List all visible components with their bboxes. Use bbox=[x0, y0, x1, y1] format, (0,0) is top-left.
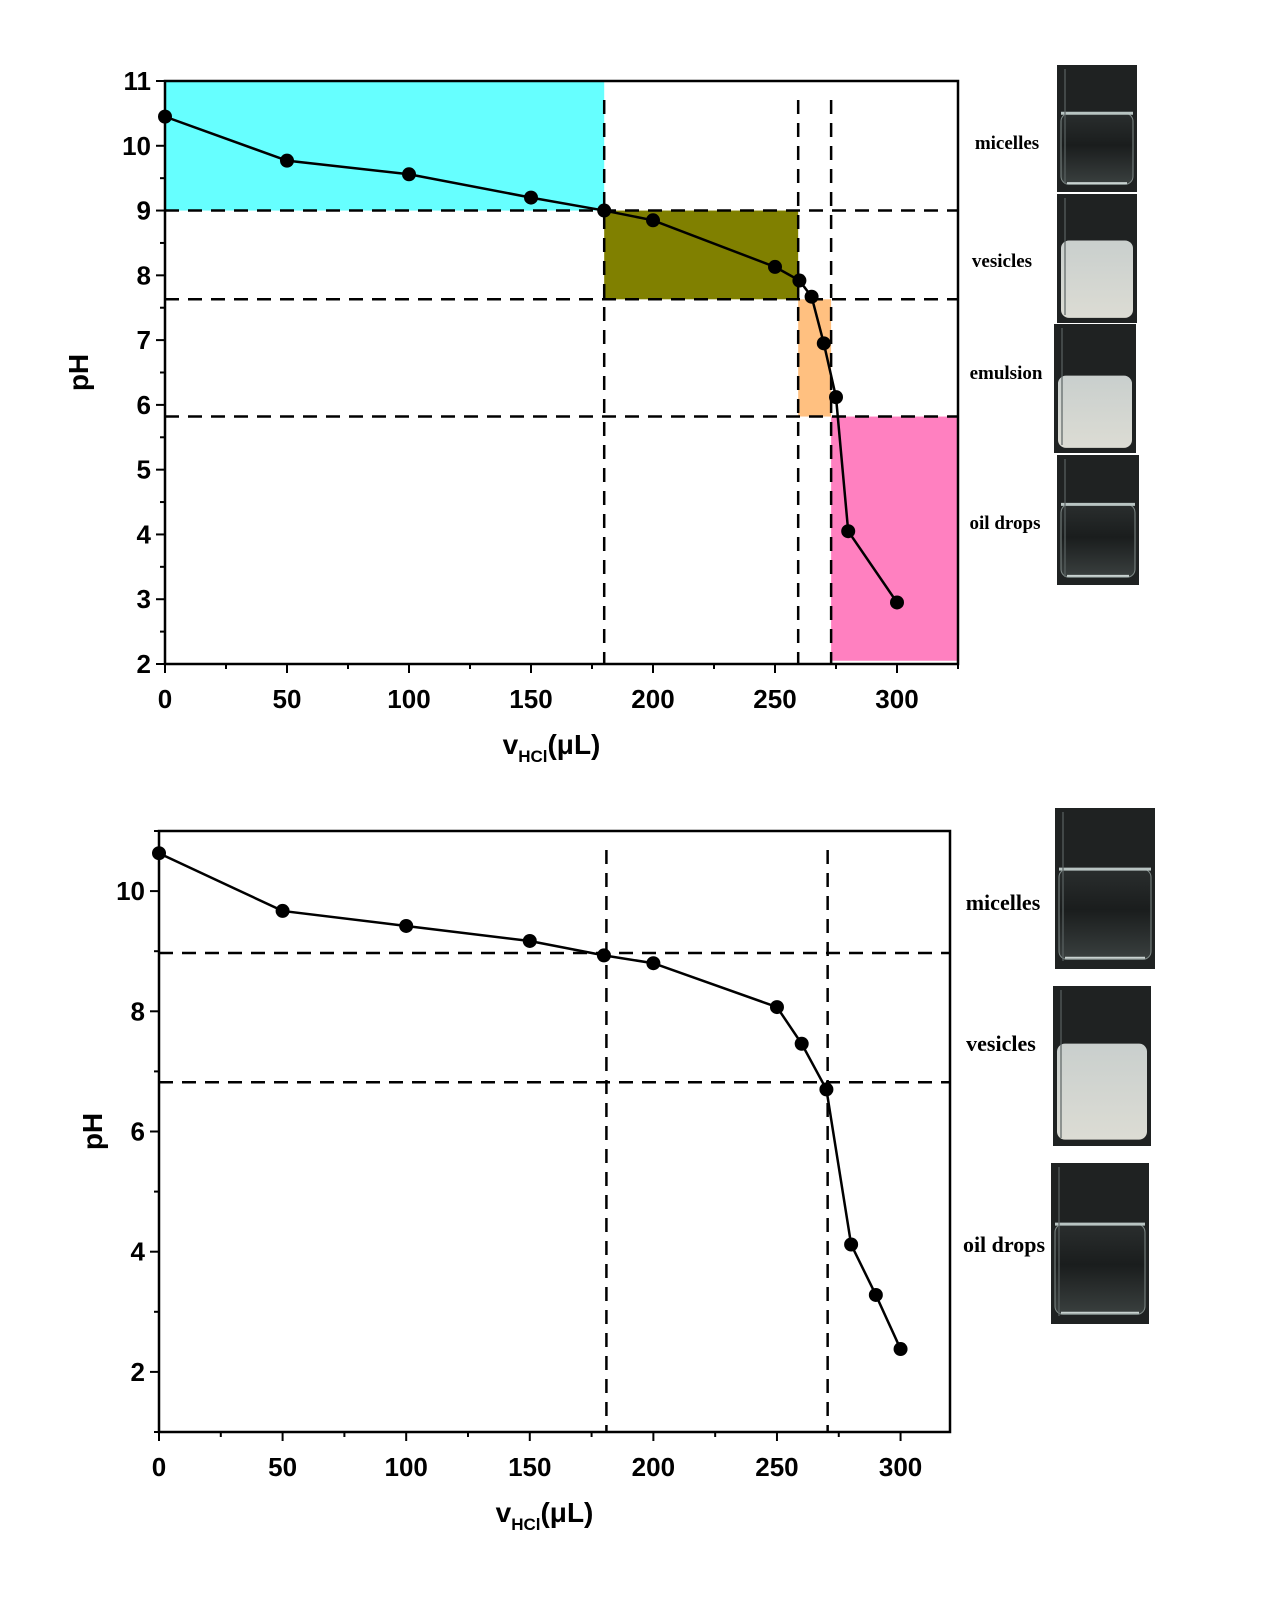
x-tick-label: 0 bbox=[152, 1452, 166, 1482]
x-axis-label-unit: (μL) bbox=[540, 1497, 593, 1528]
y-axis-label: pH bbox=[77, 1113, 108, 1150]
data-point bbox=[792, 273, 807, 288]
vial-liquid bbox=[1061, 240, 1133, 318]
data-point bbox=[399, 918, 414, 933]
x-tick-label: 250 bbox=[755, 1452, 798, 1482]
y-tick-label: 7 bbox=[137, 325, 151, 355]
vial-photo-micelles bbox=[1057, 65, 1137, 192]
x-tick-label: 100 bbox=[384, 1452, 427, 1482]
data-point bbox=[829, 390, 843, 405]
y-tick-label: 6 bbox=[137, 390, 151, 420]
y-tick-label: 2 bbox=[137, 649, 151, 679]
y-tick-label: 6 bbox=[131, 1117, 145, 1147]
data-point bbox=[816, 336, 831, 351]
data-point bbox=[524, 190, 538, 205]
y-tick-label: 5 bbox=[137, 455, 151, 485]
vial-photo-emulsion bbox=[1054, 324, 1136, 453]
x-axis-label-main: v bbox=[496, 1497, 512, 1528]
y-tick-label: 10 bbox=[116, 876, 145, 906]
x-axis-label: vHCl(μL) bbox=[496, 1497, 594, 1534]
chart-top: 0 50 100 150 200 250 300 2 3 4 5 6 7 8 9 10 11 vHCl(μL) pH… bbox=[63, 65, 1139, 766]
x-axis-label-subscript: HCl bbox=[518, 747, 547, 766]
vial-photo-vesicles bbox=[1053, 986, 1151, 1146]
y-tick-label: 8 bbox=[131, 996, 145, 1026]
y-tick-label: 11 bbox=[124, 66, 152, 96]
data-point bbox=[275, 903, 290, 918]
vial-liquid bbox=[1058, 375, 1132, 448]
vial-liquid bbox=[1060, 503, 1136, 578]
x-tick-label: 300 bbox=[879, 1452, 922, 1482]
data-point bbox=[522, 933, 537, 948]
phase-label: vesicles bbox=[972, 251, 1032, 272]
y-tick-label: 4 bbox=[131, 1237, 146, 1267]
x-tick-label: 100 bbox=[387, 684, 430, 714]
plot-frame bbox=[157, 829, 952, 1434]
data-point bbox=[890, 595, 904, 610]
data-point bbox=[152, 846, 166, 861]
x-axis-label-main: v bbox=[503, 729, 519, 760]
data-point bbox=[402, 167, 416, 182]
data-point bbox=[646, 213, 660, 228]
vial-photo-micelles bbox=[1055, 808, 1155, 969]
phase-label: vesicles bbox=[966, 1031, 1036, 1056]
y-tick-label: 9 bbox=[137, 196, 151, 226]
data-point bbox=[646, 956, 661, 971]
y-tick-label: 10 bbox=[122, 131, 151, 161]
y-tick-label: 8 bbox=[137, 260, 151, 290]
region-vesicles bbox=[604, 210, 799, 300]
series-line bbox=[158, 852, 902, 1350]
region-oil-drops bbox=[831, 416, 958, 661]
vial-photo-oil-drops bbox=[1051, 1163, 1149, 1324]
x-tick-label: 50 bbox=[268, 1452, 297, 1482]
vial-liquid bbox=[1058, 868, 1152, 960]
phase-label: micelles bbox=[966, 890, 1041, 915]
phase-label: micelles bbox=[975, 133, 1039, 154]
region-emulsion bbox=[798, 299, 832, 417]
data-point bbox=[794, 1036, 809, 1051]
x-tick-label: 150 bbox=[509, 684, 552, 714]
x-tick-label: 150 bbox=[508, 1452, 551, 1482]
x-tick-label: 0 bbox=[158, 684, 172, 714]
data-point bbox=[769, 1000, 784, 1015]
chart-bottom: 0 50 100 150 200 250 300 2 4 6 8 10 vHCl(μL) pH micell… bbox=[77, 808, 1155, 1534]
x-tick-label: 300 bbox=[875, 684, 918, 714]
data-point bbox=[844, 1237, 859, 1252]
phase-label: oil drops bbox=[970, 513, 1041, 534]
vial-liquid bbox=[1060, 112, 1134, 185]
data-point bbox=[893, 1342, 908, 1357]
x-tick-label: 250 bbox=[753, 684, 796, 714]
vial-photo-oil-drops bbox=[1057, 455, 1139, 585]
data-point bbox=[597, 203, 612, 218]
y-tick-label: 3 bbox=[137, 584, 151, 614]
vial-photo-vesicles bbox=[1057, 194, 1137, 323]
x-axis-label-subscript: HCl bbox=[511, 1515, 540, 1534]
vial-liquid bbox=[1057, 1043, 1147, 1140]
x-tick-label: 200 bbox=[632, 1452, 675, 1482]
vial-liquid bbox=[1054, 1223, 1146, 1315]
y-tick-label: 2 bbox=[131, 1357, 145, 1387]
data-point bbox=[280, 153, 294, 168]
phase-label: oil drops bbox=[963, 1232, 1046, 1257]
phase-label: emulsion bbox=[970, 363, 1043, 384]
x-tick-label: 200 bbox=[631, 684, 674, 714]
data-point bbox=[768, 259, 782, 274]
data-point bbox=[841, 524, 856, 539]
y-tick-label: 4 bbox=[137, 519, 152, 549]
data-point bbox=[158, 109, 172, 124]
x-tick-label: 50 bbox=[273, 684, 302, 714]
y-axis-label: pH bbox=[63, 354, 94, 391]
x-axis-label: vHCl(μL) bbox=[503, 729, 601, 766]
data-point bbox=[804, 289, 819, 304]
region-micelles bbox=[165, 81, 605, 211]
data-point bbox=[596, 948, 611, 963]
data-point bbox=[819, 1082, 834, 1097]
data-point bbox=[868, 1287, 883, 1302]
x-axis-label-unit: (μL) bbox=[547, 729, 600, 760]
